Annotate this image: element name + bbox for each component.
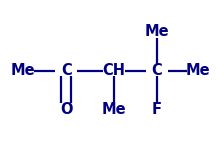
Text: Me: Me <box>102 102 126 117</box>
Text: Me: Me <box>145 24 169 39</box>
Text: Me: Me <box>11 63 35 78</box>
Text: F: F <box>152 102 162 117</box>
Text: C: C <box>61 63 72 78</box>
Text: CH: CH <box>102 63 125 78</box>
Text: O: O <box>60 102 72 117</box>
Text: C: C <box>152 63 162 78</box>
Text: Me: Me <box>186 63 210 78</box>
